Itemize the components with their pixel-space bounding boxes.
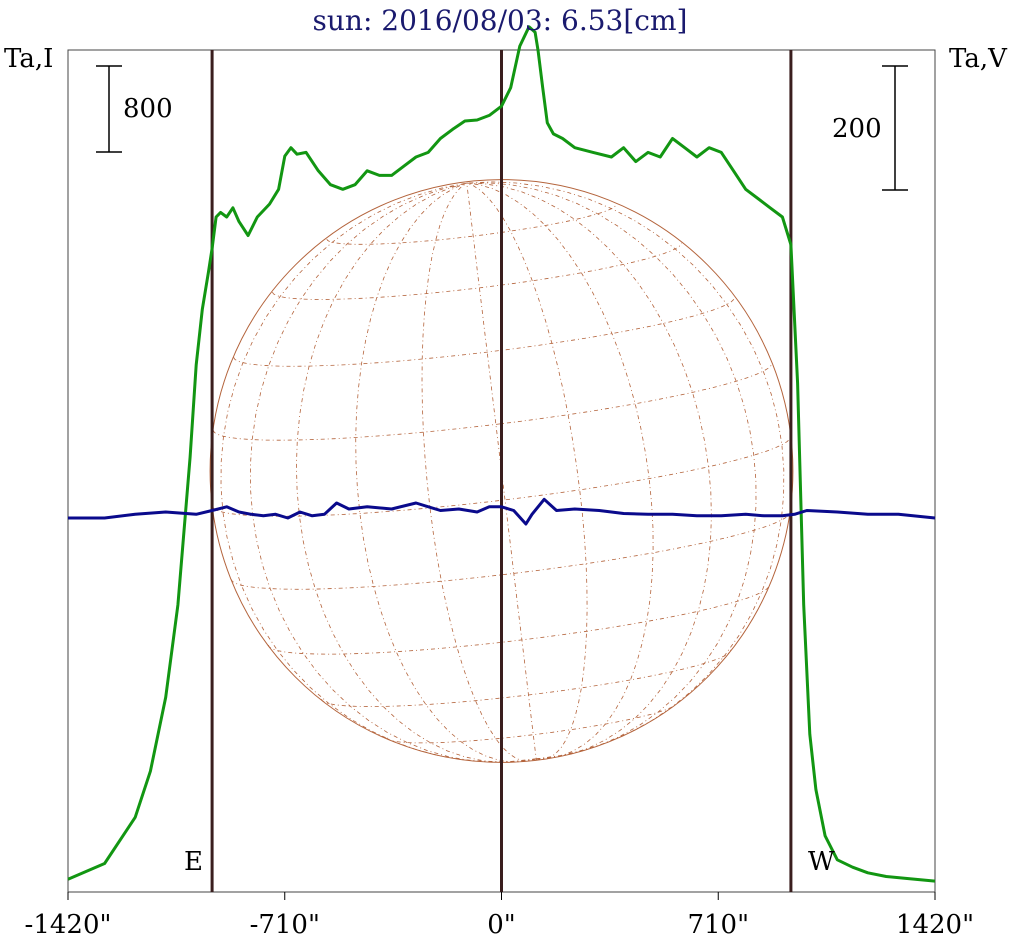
x-tick-label: 710" <box>687 910 749 940</box>
longitude-line <box>220 182 537 763</box>
x-tick-label: -710" <box>250 910 320 940</box>
longitude-line <box>466 183 537 761</box>
x-tick-label: 1420" <box>896 910 974 940</box>
right-scale-bar-label: 200 <box>832 114 882 144</box>
longitude-line <box>466 182 654 760</box>
x-tick-label: -1420" <box>25 910 112 940</box>
east-limb-label: E <box>184 847 203 877</box>
latitude-line <box>267 584 770 655</box>
chart-title: sun: 2016/08/03: 6.53[cm] <box>313 4 688 37</box>
latitude-line <box>230 511 791 590</box>
west-limb-label: W <box>808 847 835 877</box>
x-axis-ticks: -1420" -710" 0" 710" 1420" <box>25 892 974 940</box>
left-scale-bar <box>96 65 122 153</box>
right-axis-label: Ta,V <box>949 44 1008 74</box>
left-scale-bar-label: 800 <box>123 94 173 124</box>
x-tick-label: 0" <box>487 910 516 940</box>
latitude-line <box>321 649 731 708</box>
longitude-line <box>355 182 537 763</box>
latitude-line <box>212 362 773 441</box>
latitude-line <box>386 702 677 744</box>
latitude-line <box>233 296 736 367</box>
longitude-line <box>466 182 712 760</box>
stokes-v-curve <box>68 497 936 526</box>
longitude-line <box>466 182 588 760</box>
right-scale-bar <box>882 65 908 191</box>
left-axis-label: Ta,I <box>4 44 53 74</box>
stokes-i-curve <box>67 25 936 883</box>
longitude-line <box>466 181 785 760</box>
longitude-line <box>466 182 757 760</box>
limb-reference-lines <box>210 50 793 892</box>
longitude-line <box>421 182 537 762</box>
latitude-line <box>272 242 682 300</box>
